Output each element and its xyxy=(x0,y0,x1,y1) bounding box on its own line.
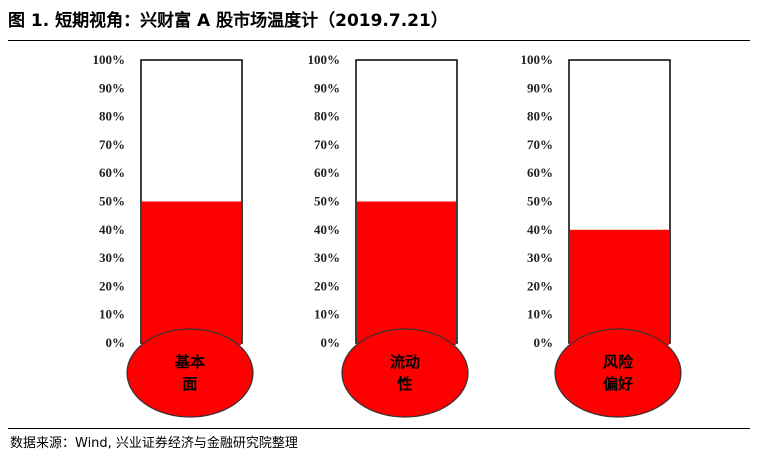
y-tick-label: 100% xyxy=(521,52,554,67)
thermometer-bulb xyxy=(341,328,469,418)
bottom-divider xyxy=(8,428,750,429)
y-tick-label: 0% xyxy=(534,335,554,350)
y-tick-label: 80% xyxy=(314,109,340,124)
y-tick-label: 100% xyxy=(93,52,126,67)
category-label-line1: 流动 xyxy=(390,353,420,371)
y-tick-label: 10% xyxy=(527,307,553,322)
category-label-line2: 偏好 xyxy=(603,375,633,393)
source-note: 数据来源：Wind, 兴业证券经济与金融研究院整理 xyxy=(10,436,298,451)
y-tick-label: 0% xyxy=(106,335,126,350)
thermometer-bulb xyxy=(554,328,682,418)
thermometer-fill-bar xyxy=(570,229,669,345)
y-tick-label: 10% xyxy=(314,307,340,322)
y-tick-label: 30% xyxy=(314,250,340,265)
y-tick-label: 60% xyxy=(99,165,125,180)
category-label-line1: 风险 xyxy=(603,353,634,371)
y-tick-label: 50% xyxy=(99,194,125,209)
thermometer-bulb xyxy=(126,328,254,418)
y-tick-label: 90% xyxy=(527,80,553,95)
chart-title: 图 1. 短期视角：兴财富 A 股市场温度计（2019.7.21） xyxy=(8,11,448,31)
y-tick-label: 0% xyxy=(321,335,341,350)
top-divider xyxy=(8,40,750,41)
y-tick-label: 80% xyxy=(99,109,125,124)
y-tick-label: 50% xyxy=(314,194,340,209)
y-tick-label: 80% xyxy=(527,109,553,124)
y-tick-label: 30% xyxy=(527,250,553,265)
y-tick-label: 90% xyxy=(99,80,125,95)
y-tick-label: 30% xyxy=(99,250,125,265)
y-tick-label: 40% xyxy=(527,222,553,237)
thermometer-fill-bar xyxy=(142,201,241,345)
y-tick-label: 70% xyxy=(527,137,553,152)
y-tick-label: 40% xyxy=(99,222,125,237)
y-tick-label: 70% xyxy=(99,137,125,152)
y-tick-label: 60% xyxy=(527,165,553,180)
y-tick-label: 20% xyxy=(99,278,125,293)
y-tick-label: 10% xyxy=(99,307,125,322)
category-label-line2: 面 xyxy=(182,375,197,393)
y-tick-label: 60% xyxy=(314,165,340,180)
y-tick-label: 20% xyxy=(314,278,340,293)
category-label-line2: 性 xyxy=(397,375,412,393)
category-label-line1: 基本 xyxy=(174,353,205,371)
y-tick-label: 20% xyxy=(527,278,553,293)
y-tick-label: 100% xyxy=(308,52,341,67)
y-tick-label: 40% xyxy=(314,222,340,237)
y-tick-label: 50% xyxy=(527,194,553,209)
thermometer-fill-bar xyxy=(357,201,456,345)
y-tick-label: 70% xyxy=(314,137,340,152)
y-tick-label: 90% xyxy=(314,80,340,95)
